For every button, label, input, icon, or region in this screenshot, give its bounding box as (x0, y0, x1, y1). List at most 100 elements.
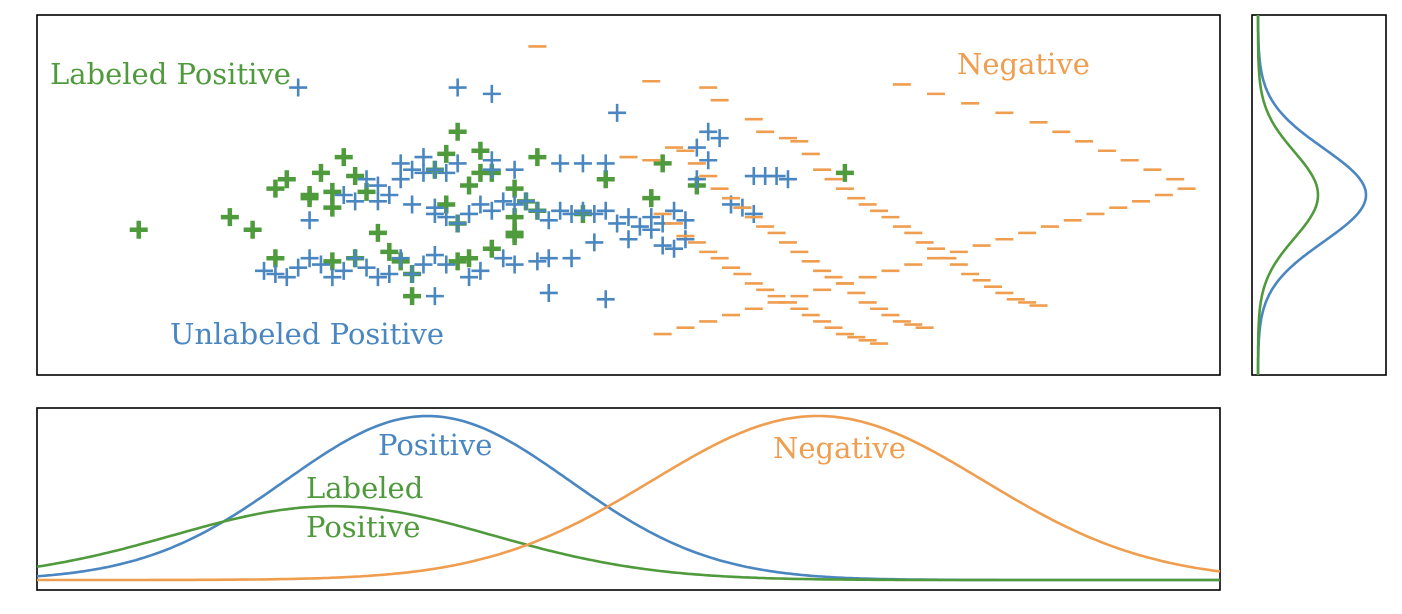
labeled-positive-point (311, 163, 330, 182)
unlabeled-positive-point (676, 211, 695, 230)
unlabeled-positive-point (289, 78, 308, 97)
positive-vertical-density-curve (1256, 15, 1368, 375)
scatter-panel: Labeled Positive Unlabeled Positive Nega… (36, 14, 1221, 376)
scatter-axes-frame (36, 14, 1221, 376)
unlabeled-positive-point (334, 186, 353, 204)
unlabeled-positive-point (448, 214, 467, 233)
unlabeled-positive-point (414, 148, 433, 167)
unlabeled-positive-point (551, 201, 570, 220)
unlabeled-positive-point (482, 201, 501, 220)
labeled-positive-point (835, 163, 854, 182)
labeled-positive-point (448, 122, 467, 141)
unlabeled-positive-point (414, 163, 433, 182)
unlabeled-positive-point (699, 122, 718, 141)
labeled-positive-point (505, 179, 524, 198)
unlabeled-positive-point (471, 195, 490, 214)
unlabeled-positive-point (425, 246, 444, 265)
unlabeled-positive-point (437, 255, 456, 274)
label-negative: Negative (957, 47, 1090, 81)
labeled-positive-point (220, 208, 239, 227)
unlabeled-positive-point (619, 208, 638, 227)
unlabeled-positive-point (391, 249, 410, 268)
labeled-positive-point (266, 179, 285, 198)
unlabeled-positive-point (642, 220, 661, 239)
unlabeled-positive-point (608, 214, 627, 233)
unlabeled-positive-point (437, 163, 456, 182)
unlabeled-positive-point (562, 249, 581, 268)
unlabeled-positive-point (778, 170, 797, 189)
unlabeled-positive-point (505, 255, 524, 274)
labeled-positive-point (653, 154, 672, 173)
unlabeled-positive-point (528, 201, 547, 220)
unlabeled-positive-point (277, 268, 296, 287)
unlabeled-positive-point (266, 265, 285, 283)
unlabeled-positive-point (448, 154, 467, 173)
unlabeled-positive-point (380, 265, 399, 283)
unlabeled-positive-point (403, 265, 422, 283)
labeled-positive-point (346, 167, 365, 186)
unlabeled-positive-point (482, 84, 501, 103)
unlabeled-positive-point (710, 129, 729, 148)
unlabeled-positive-point (357, 258, 376, 277)
unlabeled-positive-point (744, 204, 763, 223)
unlabeled-positive-point (528, 252, 547, 271)
unlabeled-positive-point (505, 195, 524, 214)
unlabeled-positive-point (767, 167, 786, 186)
unlabeled-positive-point (482, 151, 501, 170)
label-labeled-positive: Labeled Positive (50, 57, 291, 91)
unlabeled-positive-point (676, 230, 695, 249)
unlabeled-positive-point (653, 236, 672, 255)
unlabeled-positive-point (516, 192, 535, 211)
labeled-positive-point (471, 141, 490, 160)
unlabeled-positive-point (391, 154, 410, 173)
unlabeled-positive-point (539, 211, 558, 230)
labeled-positive-point (505, 227, 524, 246)
labeled-positive-density-curve (36, 504, 1220, 582)
unlabeled-positive-point (562, 204, 581, 223)
unlabeled-positive-point (585, 233, 604, 252)
unlabeled-positive-point (346, 192, 365, 211)
unlabeled-positive-point (300, 211, 319, 230)
unlabeled-positive-point (619, 230, 638, 249)
unlabeled-positive-point (585, 204, 604, 223)
labeled-positive-point (448, 252, 467, 271)
unlabeled-positive-point (289, 258, 308, 277)
unlabeled-positive-point (573, 201, 592, 220)
negative-density-curve (37, 414, 1221, 582)
unlabeled-positive-point (346, 249, 365, 268)
labeled-positive-point (437, 144, 456, 163)
labeled-positive-point (460, 176, 479, 195)
unlabeled-positive-point (608, 103, 627, 122)
unlabeled-positive-point (494, 249, 513, 268)
scatter-marks (129, 45, 1196, 345)
unlabeled-positive-point (551, 154, 570, 173)
label-labeled-curve-line1: Labeled (306, 471, 423, 505)
unlabeled-positive-point (403, 195, 422, 214)
label-unlabeled-positive: Unlabeled Positive (170, 317, 444, 351)
unlabeled-positive-point (699, 151, 718, 170)
bottom-density-curves (36, 414, 1221, 582)
unlabeled-positive-point (311, 255, 330, 274)
bottom-density-panel: Positive Labeled Positive Negative (36, 407, 1221, 591)
unlabeled-positive-point (255, 261, 274, 280)
unlabeled-positive-point (437, 208, 456, 227)
unlabeled-positive-point (687, 170, 706, 189)
unlabeled-positive-point (368, 176, 387, 195)
unlabeled-positive-point (596, 290, 615, 309)
labeled-positive-point (277, 170, 296, 189)
right-density-curves (1256, 15, 1368, 375)
labeled-positive-point (528, 148, 547, 167)
label-positive-curve: Positive (378, 428, 492, 462)
unlabeled-positive-point (494, 192, 513, 211)
unlabeled-positive-point (368, 192, 387, 211)
unlabeled-positive-point (334, 261, 353, 280)
labeled-positive-point (323, 252, 342, 271)
labeled-positive-point (403, 287, 422, 306)
unlabeled-positive-point (573, 154, 592, 173)
labeled-positive-point (642, 189, 661, 208)
label-negative-curve: Negative (773, 431, 906, 465)
unlabeled-positive-point (630, 217, 649, 236)
unlabeled-positive-point (368, 268, 387, 287)
unlabeled-positive-point (687, 138, 706, 157)
